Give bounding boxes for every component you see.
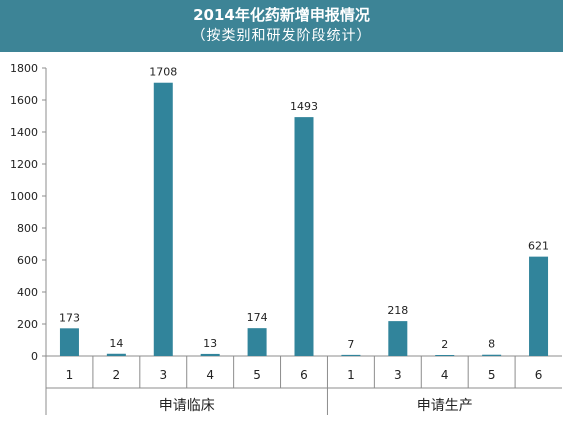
x-tick-label: 6 xyxy=(300,368,308,382)
y-tick-label: 200 xyxy=(17,318,38,331)
chart-title: 2014年化药新增申报情况 xyxy=(193,6,370,24)
bar xyxy=(200,353,220,356)
bar xyxy=(106,353,126,356)
x-tick-label: 1 xyxy=(347,368,355,382)
bar xyxy=(247,328,267,356)
data-label: 173 xyxy=(59,311,80,324)
data-label: 13 xyxy=(203,337,217,350)
group-label: 申请临床 xyxy=(159,398,215,414)
data-label: 621 xyxy=(528,240,549,253)
data-label: 1493 xyxy=(290,100,318,113)
bar xyxy=(482,354,502,356)
x-tick-label: 6 xyxy=(535,368,543,382)
bar xyxy=(435,355,455,356)
title-banner: 2014年化药新增申报情况 （按类别和研发阶段统计） xyxy=(0,0,563,52)
bar xyxy=(529,256,549,356)
x-tick-label: 4 xyxy=(206,368,214,382)
data-label: 2 xyxy=(441,338,448,351)
data-label: 8 xyxy=(488,338,495,351)
y-tick-label: 0 xyxy=(31,350,38,363)
y-tick-label: 1400 xyxy=(10,126,38,139)
y-tick-label: 600 xyxy=(17,254,38,267)
y-tick-label: 800 xyxy=(17,222,38,235)
y-tick-label: 1800 xyxy=(10,62,38,75)
y-tick-label: 400 xyxy=(17,286,38,299)
bar xyxy=(153,82,173,356)
data-label: 7 xyxy=(347,338,354,351)
x-tick-label: 1 xyxy=(66,368,74,382)
x-tick-label: 4 xyxy=(441,368,449,382)
chart-subtitle: （按类别和研发阶段统计） xyxy=(191,28,372,44)
group-label: 申请生产 xyxy=(417,398,473,414)
x-tick-label: 5 xyxy=(253,368,261,382)
data-label: 218 xyxy=(387,304,408,317)
x-tick-label: 3 xyxy=(159,368,167,382)
x-tick-label: 3 xyxy=(394,368,402,382)
bar xyxy=(59,328,79,356)
y-tick-label: 1000 xyxy=(10,190,38,203)
data-label: 14 xyxy=(109,337,123,350)
y-tick-label: 1600 xyxy=(10,94,38,107)
bar xyxy=(341,354,361,356)
bar xyxy=(388,321,408,356)
bar xyxy=(294,117,314,357)
x-tick-label: 5 xyxy=(488,368,496,382)
data-label: 1708 xyxy=(149,66,177,79)
x-tick-label: 2 xyxy=(113,368,121,382)
y-tick-label: 1200 xyxy=(10,158,38,171)
data-label: 174 xyxy=(247,311,268,324)
